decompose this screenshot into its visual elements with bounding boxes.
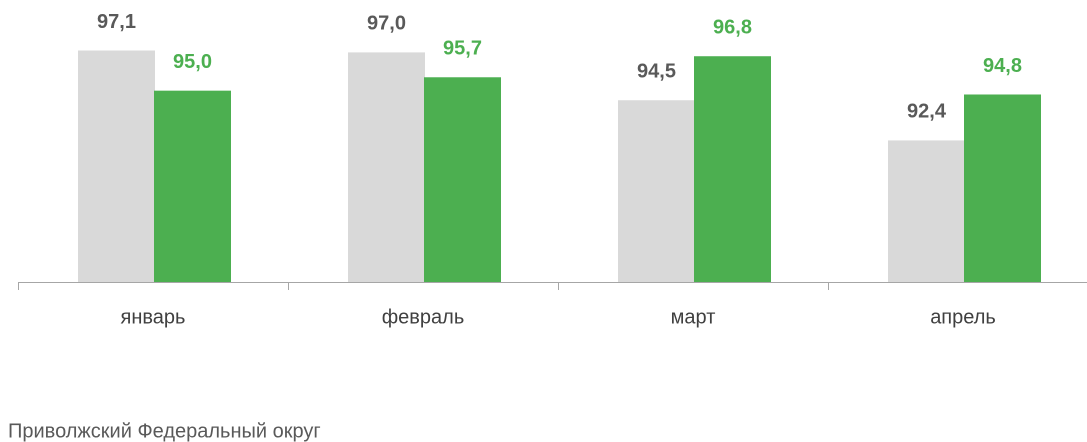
bar [694, 56, 771, 282]
data-label: 97,0 [367, 13, 406, 35]
legend-label: Приволжский Федеральный округ [8, 420, 321, 442]
bar [618, 100, 695, 282]
bar [424, 77, 501, 282]
bar [888, 140, 965, 282]
x-tick-label: март [671, 306, 716, 328]
x-tick-label: февраль [382, 306, 465, 328]
data-label: 95,0 [173, 51, 212, 73]
data-label: 96,8 [713, 17, 752, 39]
bar [154, 90, 231, 283]
data-label: 95,7 [443, 38, 482, 60]
data-label: 94,5 [637, 61, 676, 83]
data-label: 97,1 [97, 11, 136, 33]
bar [348, 52, 425, 283]
x-tick-label: январь [121, 306, 186, 328]
data-label: 94,8 [983, 55, 1022, 77]
bar [78, 50, 155, 283]
data-label: 92,4 [907, 101, 947, 123]
x-tick-label: апрель [930, 306, 996, 328]
bar [964, 94, 1041, 282]
